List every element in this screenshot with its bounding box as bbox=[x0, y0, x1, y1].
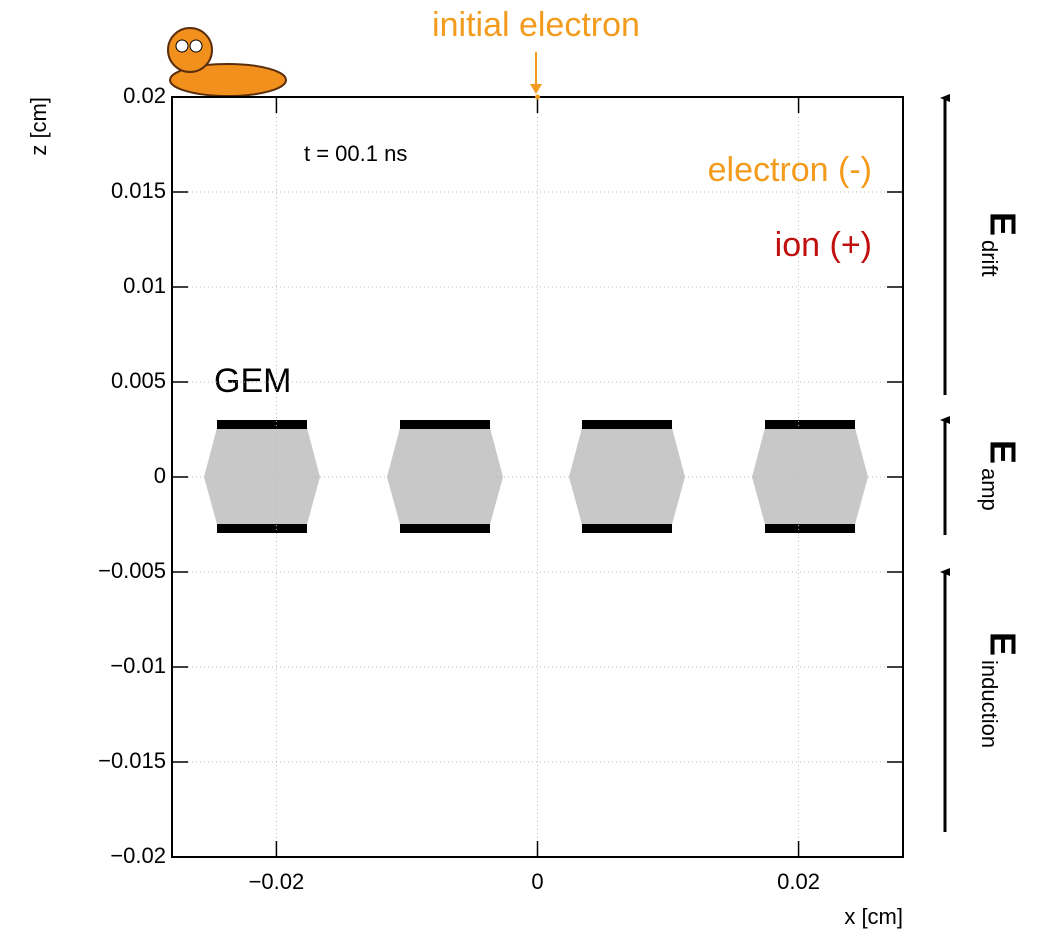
annotation-title: initial electron bbox=[432, 6, 640, 44]
gem-electrode bbox=[400, 524, 490, 533]
y-tick-label: 0.02 bbox=[123, 83, 166, 108]
gem-electrode bbox=[217, 420, 307, 429]
gem-electrode bbox=[400, 420, 490, 429]
field-subscript: amp bbox=[977, 468, 1002, 511]
y-tick-label: −0.02 bbox=[110, 843, 166, 868]
electron-point bbox=[535, 94, 540, 100]
gem-structure bbox=[204, 420, 868, 533]
gem-hole bbox=[204, 424, 320, 528]
gem-label: GEM bbox=[214, 362, 291, 400]
y-axis-label: z [cm] bbox=[26, 97, 51, 156]
y-tick-label: 0 bbox=[154, 463, 166, 488]
field-subscript: induction bbox=[977, 660, 1002, 748]
mascot bbox=[167, 27, 287, 97]
time-label: t = 00.1 ns bbox=[304, 141, 407, 166]
field-symbol: E bbox=[982, 212, 1023, 236]
field-subscript: drift bbox=[977, 240, 1002, 277]
gem-electrode bbox=[582, 420, 672, 429]
y-tick-label: −0.005 bbox=[98, 558, 166, 583]
x-tick-label: −0.02 bbox=[249, 869, 305, 894]
field-symbol: E bbox=[982, 632, 1023, 656]
y-tick-label: −0.015 bbox=[98, 748, 166, 773]
y-tick-label: −0.01 bbox=[110, 653, 166, 678]
y-tick-label: 0.01 bbox=[123, 273, 166, 298]
legend-entry: ion (+) bbox=[775, 226, 872, 264]
gem-electrode bbox=[582, 524, 672, 533]
gem-hole bbox=[752, 424, 868, 528]
annotation-arrowhead bbox=[530, 84, 542, 94]
gem-electrode bbox=[765, 420, 855, 429]
gem-hole bbox=[569, 424, 685, 528]
x-axis-label: x [cm] bbox=[844, 904, 903, 929]
legend-entry: electron (-) bbox=[708, 151, 872, 189]
gem-hole bbox=[387, 424, 503, 528]
x-tick-label: 0 bbox=[531, 869, 543, 894]
x-tick-label: 0.02 bbox=[777, 869, 820, 894]
field-symbol: E bbox=[982, 440, 1023, 464]
gem-electrode bbox=[217, 524, 307, 533]
y-tick-label: 0.005 bbox=[111, 368, 166, 393]
y-tick-label: 0.015 bbox=[111, 178, 166, 203]
gem-electrode bbox=[765, 524, 855, 533]
